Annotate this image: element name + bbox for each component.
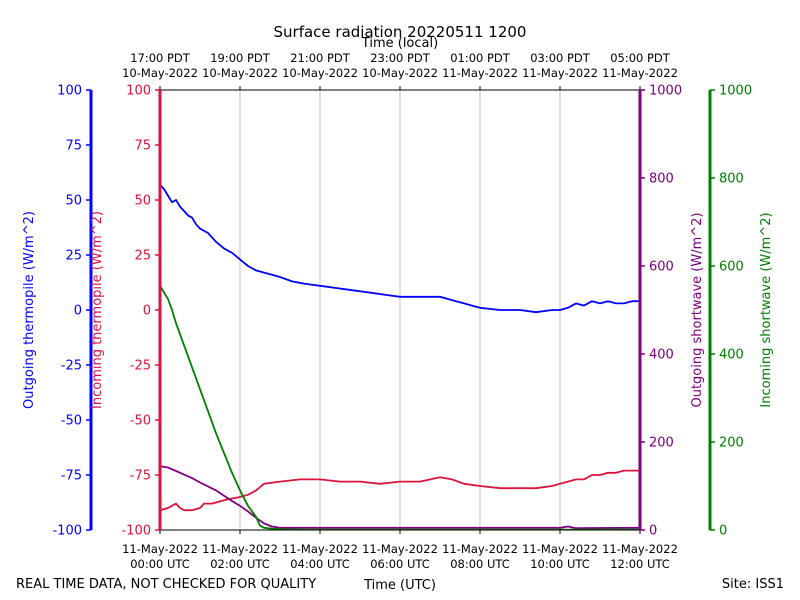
y-tick-label-thermo_in: 100: [126, 84, 151, 99]
y-tick-label-sw_out: 1000: [649, 84, 682, 99]
y-tick-label-thermo_in: -100: [121, 524, 151, 539]
x-tick-label-utc-date: 11-May-2022: [362, 542, 438, 556]
x-tick-label-local-date: 10-May-2022: [282, 66, 358, 80]
y-tick-label-thermo_out: -100: [52, 524, 82, 539]
x-tick-label-utc-date: 11-May-2022: [202, 542, 278, 556]
y-tick-label-sw_in: 0: [719, 524, 727, 539]
x-tick-label-utc-time: 10:00 UTC: [530, 557, 590, 571]
y-tick-label-sw_in: 800: [719, 172, 744, 187]
x-tick-label-utc-date: 11-May-2022: [282, 542, 358, 556]
x-tick-label-utc-date: 11-May-2022: [122, 542, 198, 556]
series-line-sw_out: [159, 465, 641, 530]
y-tick-label-thermo_in: 25: [134, 249, 151, 264]
y-tick-label-sw_in: 400: [719, 348, 744, 363]
x-tick-label-local-date: 10-May-2022: [122, 66, 198, 80]
chart-title: Surface radiation 20220511 1200: [274, 23, 527, 41]
x-tick-label-local-time: 03:00 PDT: [530, 51, 591, 65]
y-tick-label-thermo_out: 25: [65, 249, 82, 264]
x-tick-label-utc-time: 00:00 UTC: [130, 557, 190, 571]
footer-site: Site: ISS1: [722, 577, 784, 592]
y-axis-label-thermo_out: Outgoing thermopile (W/m^2): [22, 211, 37, 409]
x-tick-label-local-date: 10-May-2022: [202, 66, 278, 80]
x-tick-label-local-time: 17:00 PDT: [130, 51, 191, 65]
x-tick-label-utc-time: 06:00 UTC: [370, 557, 430, 571]
x-tick-label-local-time: 23:00 PDT: [370, 51, 431, 65]
y-tick-label-thermo_out: 0: [74, 304, 82, 319]
y-tick-label-sw_out: 200: [649, 436, 674, 451]
y-tick-label-thermo_out: -50: [61, 414, 82, 429]
x-tick-label-utc-time: 12:00 UTC: [610, 557, 670, 571]
x-tick-label-local-date: 11-May-2022: [602, 66, 678, 80]
y-tick-label-sw_in: 600: [719, 260, 744, 275]
axes-layer: -100 -75 -50 -25 0 25 50 75 100 Outgoing thermopi…: [22, 84, 774, 539]
x-tick-label-local-time: 01:00 PDT: [450, 51, 511, 65]
x-tick-label-utc-date: 11-May-2022: [602, 542, 678, 556]
y-tick-label-sw_out: 0: [649, 524, 657, 539]
x-tick-label-local-date: 11-May-2022: [522, 66, 598, 80]
y-axis-label-sw_in: Incoming shortwave (W/m^2): [759, 212, 774, 407]
y-tick-label-thermo_out: -75: [61, 469, 82, 484]
x-tick-label-utc-time: 04:00 UTC: [290, 557, 350, 571]
series-line-thermo_out: [159, 183, 640, 314]
y-tick-label-thermo_in: -50: [130, 414, 151, 429]
y-tick-label-thermo_in: -75: [130, 469, 151, 484]
y-tick-label-sw_in: 200: [719, 436, 744, 451]
x-axis-label: Time (UTC): [363, 578, 436, 593]
y-tick-label-thermo_in: 50: [134, 194, 151, 209]
y-axis-label-thermo_in: Incoming thermopile (W/m^2): [90, 211, 105, 409]
y-tick-label-thermo_out: 75: [65, 139, 82, 154]
x-tick-label-local-time: 05:00 PDT: [610, 51, 671, 65]
top-axis-label: Time (local): [361, 36, 438, 51]
x-tick-label-utc-time: 02:00 UTC: [210, 557, 270, 571]
x-tick-label-utc-time: 08:00 UTC: [450, 557, 510, 571]
footer-quality-note: REAL TIME DATA, NOT CHECKED FOR QUALITY: [16, 577, 316, 592]
y-tick-label-thermo_in: 75: [134, 139, 151, 154]
y-tick-label-thermo_in: -25: [130, 359, 151, 374]
y-tick-label-thermo_out: 50: [65, 194, 82, 209]
y-tick-label-thermo_out: -25: [61, 359, 82, 374]
x-tick-label-utc-date: 11-May-2022: [522, 542, 598, 556]
y-tick-label-sw_out: 600: [649, 260, 674, 275]
x-tick-label-local-date: 10-May-2022: [362, 66, 438, 80]
x-tick-label-local-date: 11-May-2022: [442, 66, 518, 80]
x-tick-label-utc-date: 11-May-2022: [442, 542, 518, 556]
x-tick-label-local-time: 21:00 PDT: [290, 51, 351, 65]
y-axis-label-sw_out: Outgoing shortwave (W/m^2): [690, 212, 705, 407]
y-tick-label-sw_out: 800: [649, 172, 674, 187]
y-tick-label-sw_in: 1000: [719, 84, 752, 99]
y-tick-label-thermo_in: 0: [143, 304, 151, 319]
y-tick-label-thermo_out: 100: [57, 84, 82, 99]
x-tick-label-local-time: 19:00 PDT: [210, 51, 271, 65]
y-tick-label-sw_out: 400: [649, 348, 674, 363]
series-line-thermo_in: [159, 469, 640, 512]
